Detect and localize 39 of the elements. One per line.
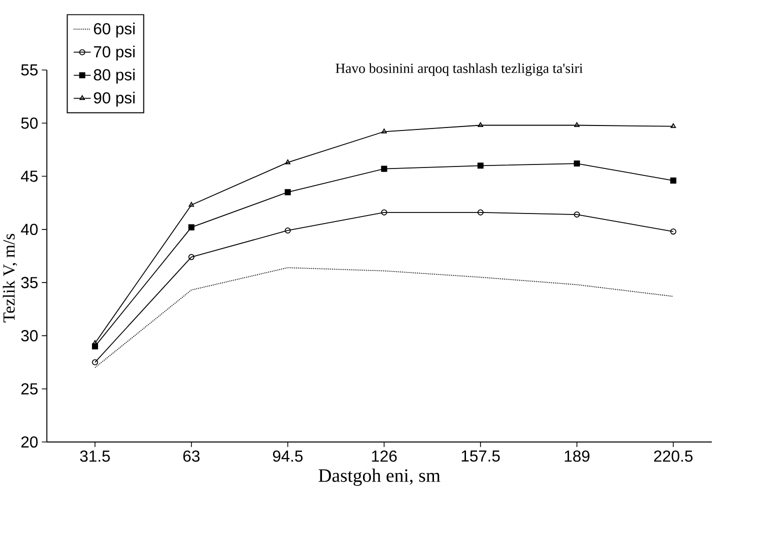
x-tick-label: 126 bbox=[372, 450, 397, 462]
x-tick-label: 157.5 bbox=[462, 450, 500, 462]
x-tick-label: 63 bbox=[183, 450, 200, 462]
point bbox=[188, 202, 194, 207]
y-tick-label: 45 bbox=[20, 170, 38, 182]
point bbox=[285, 159, 290, 164]
point bbox=[381, 128, 387, 134]
point bbox=[284, 227, 291, 234]
y-tick-label: 30 bbox=[21, 330, 38, 342]
y-tick-label: 40 bbox=[20, 224, 38, 236]
line-series bbox=[94, 267, 674, 368]
point bbox=[477, 162, 484, 169]
y-tick-label: 25 bbox=[21, 383, 38, 394]
point bbox=[188, 254, 194, 260]
y-tick-label: 55 bbox=[21, 64, 38, 76]
legend-label: 60 psi bbox=[94, 22, 135, 38]
point bbox=[381, 166, 388, 172]
x-tick-label: 31.5 bbox=[80, 450, 110, 462]
point bbox=[670, 177, 676, 184]
point bbox=[284, 189, 291, 196]
legend-label: 80 psi bbox=[94, 68, 135, 84]
chart-title: Havo bosinini arqoq tashlash tezligiga ta'siri bbox=[336, 63, 583, 76]
x-tick-label: 220.5 bbox=[654, 450, 693, 462]
point bbox=[188, 224, 194, 230]
y-tick-label: 50 bbox=[21, 117, 38, 129]
point bbox=[574, 160, 580, 167]
y-tick-label: 20 bbox=[21, 436, 38, 448]
point bbox=[381, 209, 388, 216]
y-axis-title: Tezlik V, m/s bbox=[2, 234, 18, 322]
x-tick-label: 189 bbox=[564, 450, 590, 462]
legend-label: 90 psi bbox=[94, 92, 135, 107]
y-tick-label: 35 bbox=[21, 276, 38, 288]
x-tick-label: 94.5 bbox=[273, 450, 303, 462]
point bbox=[477, 209, 484, 216]
point bbox=[574, 211, 580, 218]
point bbox=[478, 122, 484, 127]
point bbox=[574, 122, 580, 127]
legend-label: 70 psi bbox=[94, 46, 135, 61]
x-axis-title: Dastgoh eni, sm bbox=[318, 468, 440, 486]
